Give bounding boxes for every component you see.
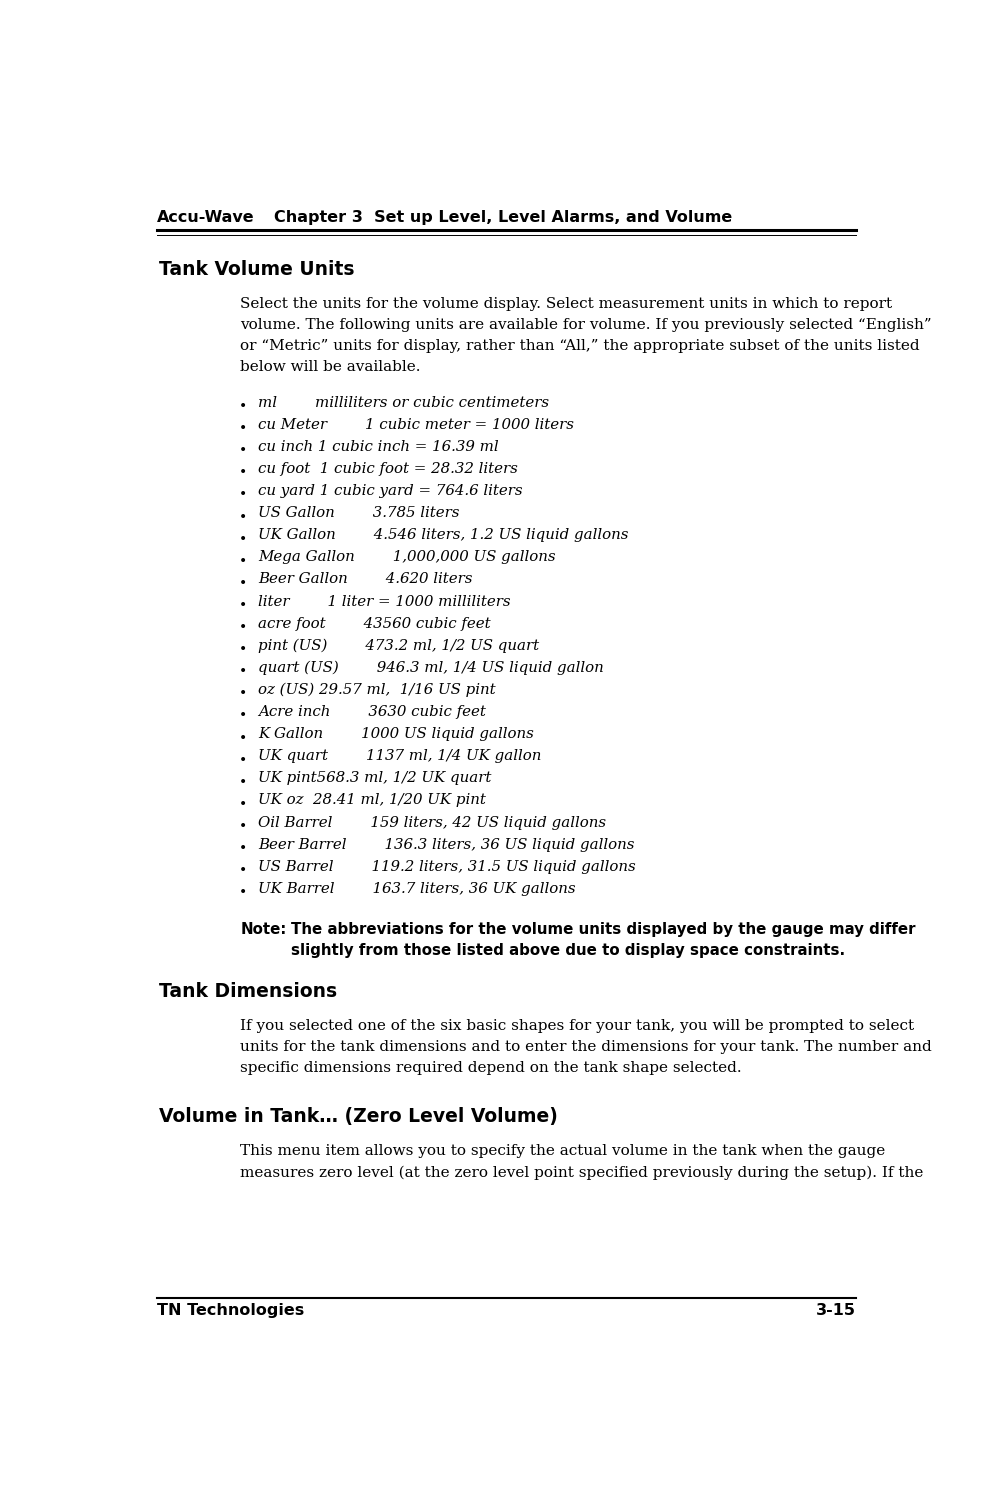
Text: •: • bbox=[238, 465, 247, 480]
Text: Tank Volume Units: Tank Volume Units bbox=[159, 260, 354, 280]
Text: liter        1 liter = 1000 milliliters: liter 1 liter = 1000 milliliters bbox=[258, 595, 510, 608]
Text: •: • bbox=[238, 774, 247, 789]
Text: UK Barrel        163.7 liters, 36 UK gallons: UK Barrel 163.7 liters, 36 UK gallons bbox=[258, 882, 576, 896]
Text: •: • bbox=[238, 487, 247, 501]
Text: •: • bbox=[238, 510, 247, 523]
Text: Accu-Wave: Accu-Wave bbox=[157, 211, 254, 226]
Text: This menu item allows you to specify the actual volume in the tank when the gaug: This menu item allows you to specify the… bbox=[240, 1144, 886, 1159]
Text: US Gallon        3.785 liters: US Gallon 3.785 liters bbox=[258, 507, 459, 520]
Text: cu Meter        1 cubic meter = 1000 liters: cu Meter 1 cubic meter = 1000 liters bbox=[258, 417, 574, 432]
Text: Chapter 3  Set up Level, Level Alarms, and Volume: Chapter 3 Set up Level, Level Alarms, an… bbox=[274, 211, 732, 226]
Text: K Gallon        1000 US liquid gallons: K Gallon 1000 US liquid gallons bbox=[258, 727, 534, 742]
Text: specific dimensions required depend on the tank shape selected.: specific dimensions required depend on t… bbox=[240, 1061, 742, 1075]
Text: •: • bbox=[238, 709, 247, 722]
Text: •: • bbox=[238, 731, 247, 745]
Text: •: • bbox=[238, 752, 247, 767]
Text: •: • bbox=[238, 443, 247, 457]
Text: •: • bbox=[238, 842, 247, 855]
Text: UK pint568.3 ml, 1/2 UK quart: UK pint568.3 ml, 1/2 UK quart bbox=[258, 771, 491, 785]
Text: measures zero level (at the zero level point specified previously during the set: measures zero level (at the zero level p… bbox=[240, 1165, 924, 1180]
Text: UK Gallon        4.546 liters, 1.2 US liquid gallons: UK Gallon 4.546 liters, 1.2 US liquid ga… bbox=[258, 528, 629, 543]
Text: pint (US)        473.2 ml, 1/2 US quart: pint (US) 473.2 ml, 1/2 US quart bbox=[258, 638, 540, 653]
Text: cu foot  1 cubic foot = 28.32 liters: cu foot 1 cubic foot = 28.32 liters bbox=[258, 462, 518, 475]
Text: ml        milliliters or cubic centimeters: ml milliliters or cubic centimeters bbox=[258, 396, 549, 410]
Text: 3-15: 3-15 bbox=[816, 1304, 856, 1319]
Text: Volume in Tank… (Zero Level Volume): Volume in Tank… (Zero Level Volume) bbox=[159, 1108, 558, 1126]
Text: •: • bbox=[238, 819, 247, 833]
Text: If you selected one of the six basic shapes for your tank, you will be prompted : If you selected one of the six basic sha… bbox=[240, 1020, 914, 1033]
Text: •: • bbox=[238, 399, 247, 413]
Text: •: • bbox=[238, 620, 247, 634]
Text: •: • bbox=[238, 863, 247, 878]
Text: Note:: Note: bbox=[240, 922, 286, 937]
Text: US Barrel        119.2 liters, 31.5 US liquid gallons: US Barrel 119.2 liters, 31.5 US liquid g… bbox=[258, 860, 636, 873]
Text: Beer Gallon        4.620 liters: Beer Gallon 4.620 liters bbox=[258, 573, 473, 586]
Text: The abbreviations for the volume units displayed by the gauge may differ: The abbreviations for the volume units d… bbox=[291, 922, 916, 937]
Text: •: • bbox=[238, 643, 247, 656]
Text: •: • bbox=[238, 885, 247, 900]
Text: •: • bbox=[238, 422, 247, 435]
Text: TN Technologies: TN Technologies bbox=[157, 1304, 304, 1319]
Text: •: • bbox=[238, 797, 247, 810]
Text: quart (US)        946.3 ml, 1/4 US liquid gallon: quart (US) 946.3 ml, 1/4 US liquid gallo… bbox=[258, 661, 603, 676]
Text: volume. The following units are available for volume. If you previously selected: volume. The following units are availabl… bbox=[240, 318, 932, 332]
Text: acre foot        43560 cubic feet: acre foot 43560 cubic feet bbox=[258, 616, 490, 631]
Text: units for the tank dimensions and to enter the dimensions for your tank. The num: units for the tank dimensions and to ent… bbox=[240, 1041, 932, 1054]
Text: cu yard 1 cubic yard = 764.6 liters: cu yard 1 cubic yard = 764.6 liters bbox=[258, 484, 523, 498]
Text: below will be available.: below will be available. bbox=[240, 360, 421, 374]
Text: UK oz  28.41 ml, 1/20 UK pint: UK oz 28.41 ml, 1/20 UK pint bbox=[258, 794, 486, 807]
Text: •: • bbox=[238, 686, 247, 700]
Text: oz (US) 29.57 ml,  1/16 US pint: oz (US) 29.57 ml, 1/16 US pint bbox=[258, 683, 495, 697]
Text: Select the units for the volume display. Select measurement units in which to re: Select the units for the volume display.… bbox=[240, 298, 893, 311]
Text: •: • bbox=[238, 598, 247, 611]
Text: UK quart        1137 ml, 1/4 UK gallon: UK quart 1137 ml, 1/4 UK gallon bbox=[258, 749, 542, 764]
Text: Oil Barrel        159 liters, 42 US liquid gallons: Oil Barrel 159 liters, 42 US liquid gall… bbox=[258, 816, 606, 830]
Text: •: • bbox=[238, 664, 247, 679]
Text: Tank Dimensions: Tank Dimensions bbox=[159, 982, 337, 1002]
Text: •: • bbox=[238, 532, 247, 546]
Text: Mega Gallon        1,000,000 US gallons: Mega Gallon 1,000,000 US gallons bbox=[258, 550, 555, 564]
Text: •: • bbox=[238, 553, 247, 568]
Text: slightly from those listed above due to display space constraints.: slightly from those listed above due to … bbox=[291, 943, 846, 958]
Text: Beer Barrel        136.3 liters, 36 US liquid gallons: Beer Barrel 136.3 liters, 36 US liquid g… bbox=[258, 837, 635, 852]
Text: or “Metric” units for display, rather than “All,” the appropriate subset of the : or “Metric” units for display, rather th… bbox=[240, 339, 920, 353]
Text: •: • bbox=[238, 576, 247, 591]
Text: cu inch 1 cubic inch = 16.39 ml: cu inch 1 cubic inch = 16.39 ml bbox=[258, 440, 498, 454]
Text: Acre inch        3630 cubic feet: Acre inch 3630 cubic feet bbox=[258, 706, 486, 719]
